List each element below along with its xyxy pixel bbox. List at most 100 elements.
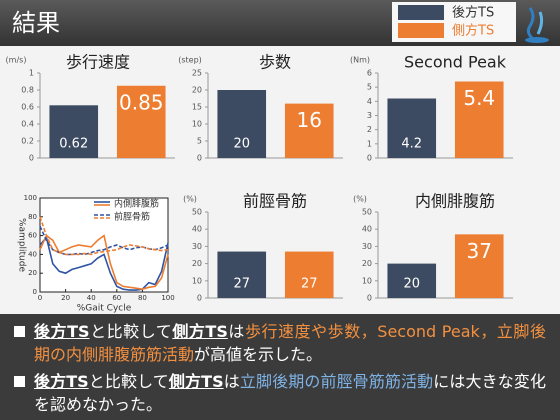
notes: 後方TSと比較して側方TSは歩行速度や歩数，Second Peak，立脚後期の内… <box>0 314 560 420</box>
series-line <box>39 235 169 291</box>
y-tick-label: 25 <box>192 69 202 78</box>
bullet-text: 後方TS <box>34 372 89 391</box>
y-tick-label: 50 <box>192 208 202 217</box>
chart-title: 内側腓腹筋 <box>415 192 495 211</box>
y-tick-label: 0 <box>367 154 372 163</box>
bullet-text: が高値を示した。 <box>194 345 323 364</box>
bullet: 後方TSと比較して側方TSは立脚後期の前脛骨筋筋活動には大きな変化を認めなかった… <box>14 370 546 416</box>
bullet-text: は <box>223 372 240 391</box>
series-line <box>39 234 169 291</box>
x-tick-label: 60 <box>112 294 121 302</box>
bullet-text: 歩行速度や歩数，Second Peak，立脚後期の内側腓腹筋筋活動 <box>34 322 546 364</box>
bar <box>217 251 267 298</box>
legend-swatch <box>398 5 444 20</box>
x-axis-label: %Gait Cycle <box>77 304 132 314</box>
value-label: 20 <box>403 277 420 292</box>
y-axis-label: %amplitude <box>17 218 27 272</box>
y-tick-label: 2 <box>367 125 372 134</box>
y-tick-label: 100 <box>24 194 37 202</box>
legend-label: 後方TS <box>452 5 494 21</box>
bar <box>387 98 437 158</box>
value-label: 37 <box>467 239 492 263</box>
bar <box>49 105 99 158</box>
bar <box>217 90 267 158</box>
slide-title: 結果 <box>12 9 60 37</box>
chart-title: 歩数 <box>259 53 291 72</box>
y-tick-label: 1 <box>29 69 34 78</box>
chart-title: 歩行速度 <box>66 53 130 72</box>
y-tick-label: 60 <box>28 232 37 240</box>
axis-unit: (step) <box>178 56 202 65</box>
chart-title: 前脛骨筋 <box>243 192 307 211</box>
y-tick-label: 0.2 <box>21 137 34 146</box>
value-label: 0.85 <box>119 90 164 114</box>
value-label: 5.4 <box>463 86 495 110</box>
x-tick-label: 40 <box>87 294 96 302</box>
bar <box>454 81 504 158</box>
y-tick-label: 40 <box>28 250 37 258</box>
value-label: 20 <box>233 137 250 152</box>
y-tick-label: 0 <box>197 294 202 303</box>
value-label: 27 <box>301 277 318 292</box>
bar <box>454 234 504 298</box>
y-tick-label: 0 <box>367 294 372 303</box>
bullet-text: には大きな変化を認めなかった。 <box>34 372 546 414</box>
bullet-text: 側方TS <box>168 372 224 391</box>
y-tick-label: 0.8 <box>21 86 34 95</box>
legend-label: 側方TS <box>452 23 494 39</box>
y-tick-label: 50 <box>362 208 372 217</box>
y-tick-label: 3 <box>367 111 372 120</box>
x-tick-label: 80 <box>138 294 147 302</box>
y-tick-label: 4 <box>367 97 372 106</box>
y-tick-label: 6 <box>367 69 372 78</box>
axis-unit: (%) <box>183 195 197 204</box>
y-tick-label: 0 <box>197 154 202 163</box>
y-tick-label: 10 <box>362 276 372 285</box>
y-tick-label: 20 <box>192 259 202 268</box>
axis-unit: (Nm) <box>350 56 370 65</box>
y-tick-label: 40 <box>362 225 372 234</box>
y-tick-label: 80 <box>28 213 37 221</box>
bullet: 後方TSと比較して側方TSは歩行速度や歩数，Second Peak，立脚後期の内… <box>14 320 546 366</box>
y-tick-label: 0.4 <box>21 120 34 129</box>
y-tick-label: 20 <box>192 86 202 95</box>
chart-title: Second Peak <box>404 53 507 72</box>
y-tick-label: 0 <box>33 288 37 296</box>
axis-unit: (m/s) <box>6 56 27 65</box>
y-tick-label: 10 <box>192 276 202 285</box>
value-label: 27 <box>233 277 250 292</box>
series-line <box>39 216 169 256</box>
legend-label: 前脛骨筋 <box>114 211 150 223</box>
y-tick-label: 40 <box>192 225 202 234</box>
bullet-text: は <box>227 322 245 341</box>
bar <box>387 263 437 298</box>
y-tick-label: 15 <box>192 103 202 112</box>
value-label: 4.2 <box>401 137 422 152</box>
slide-canvas: 結果 後方TS 側方TS 歩行速度 (m/s) 0 0.2 0.4 0.6 0.8 1 0.62 0.… <box>0 0 560 314</box>
y-tick-label: 10 <box>192 120 202 129</box>
x-tick-label: 0 <box>38 294 42 302</box>
legend-label: 内側腓腹筋 <box>114 198 159 210</box>
y-tick-label: 0 <box>29 154 34 163</box>
y-tick-label: 30 <box>362 242 372 251</box>
y-tick-label: 20 <box>28 269 37 277</box>
axis-unit: (%) <box>353 195 367 204</box>
bullet-text: 後方TS <box>34 322 90 341</box>
bullet-text: と比較して <box>88 372 169 391</box>
bar <box>284 251 334 298</box>
y-tick-label: 30 <box>192 242 202 251</box>
bullet-text: と比較して <box>89 322 173 341</box>
x-tick-label: 100 <box>161 294 174 302</box>
legend-swatch <box>398 23 444 38</box>
bar <box>284 103 334 158</box>
bullet-text: 立脚後期の前脛骨筋筋活動 <box>239 372 434 391</box>
bullet-text: 側方TS <box>172 322 228 341</box>
y-tick-label: 20 <box>362 259 372 268</box>
x-tick-label: 20 <box>61 294 70 302</box>
y-tick-label: 5 <box>197 137 202 146</box>
y-tick-label: 0.6 <box>21 103 34 112</box>
y-tick-label: 1 <box>367 139 372 148</box>
value-label: 16 <box>297 108 322 132</box>
logo <box>525 7 549 43</box>
